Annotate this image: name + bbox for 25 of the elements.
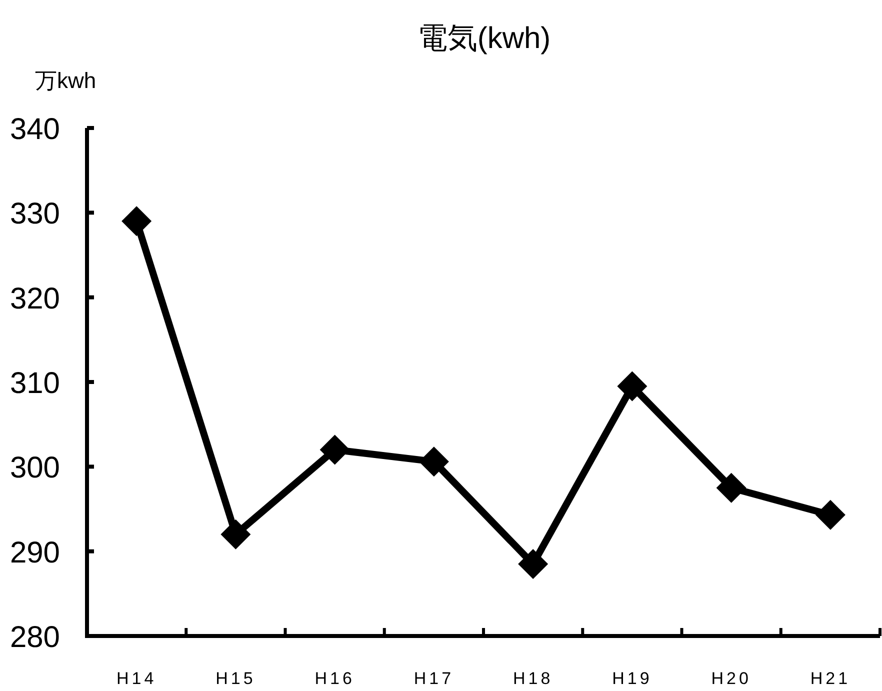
x-tick-label: H20 [711, 669, 752, 688]
point [320, 434, 350, 465]
point [716, 472, 746, 503]
y-tick-label: 310 [10, 367, 60, 400]
point [418, 446, 449, 477]
x-tick-label: H14 [116, 669, 157, 688]
x-tick-label: H21 [810, 669, 851, 688]
point [518, 549, 548, 580]
y-tick-label: 300 [10, 452, 60, 485]
x-tick-label: H19 [612, 669, 652, 688]
y-tick-label: 340 [10, 113, 60, 146]
x-tick-label: H15 [216, 669, 256, 688]
point [815, 500, 846, 530]
x-tick-label: H17 [414, 669, 454, 688]
y-tick-label: 290 [10, 536, 60, 570]
point [122, 206, 152, 236]
chart-title: 電気(kwh) [417, 22, 551, 55]
x-tick-label: H18 [512, 669, 554, 688]
x-tick-label: H16 [314, 669, 355, 688]
y-tick-label: 330 [10, 198, 60, 231]
point [617, 371, 648, 402]
y-tick-label: 320 [10, 282, 60, 316]
y-tick-label: 280 [10, 621, 60, 654]
point [220, 519, 251, 550]
y-axis-title: 万kwh [35, 68, 96, 93]
